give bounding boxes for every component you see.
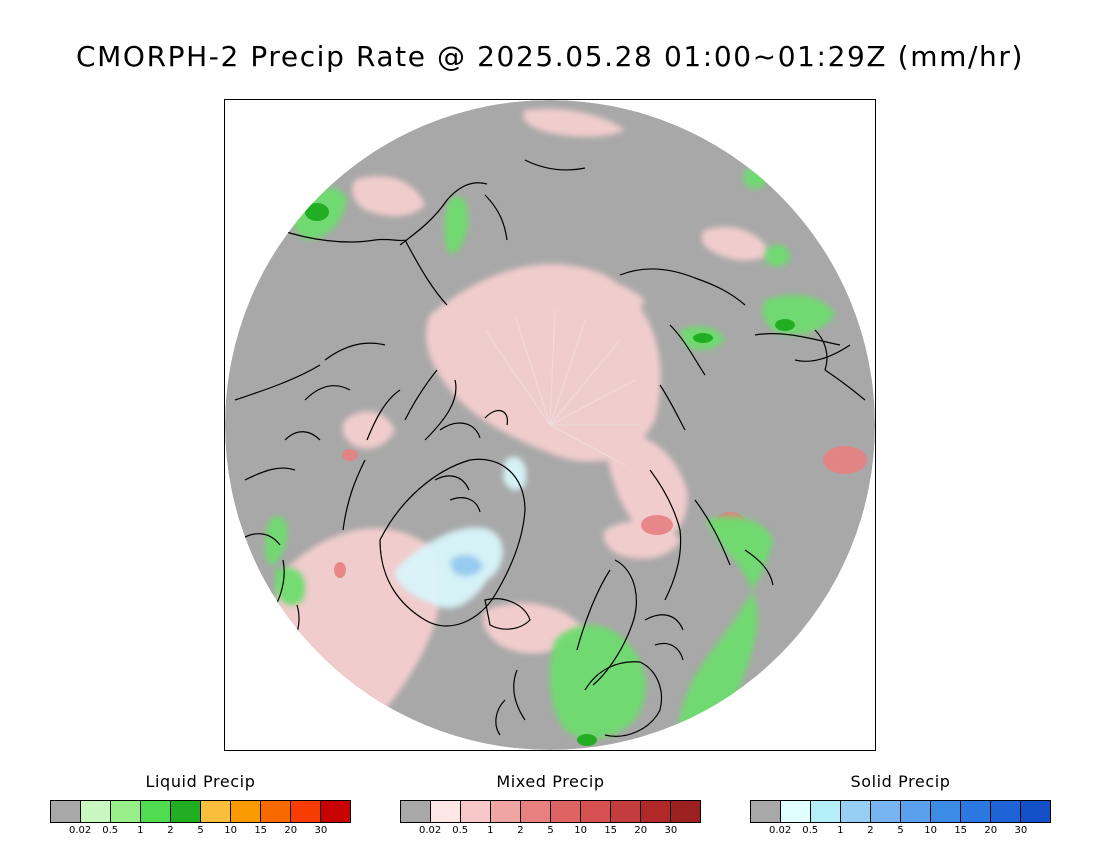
- legend-swatches: [750, 800, 1051, 823]
- legend-swatch: [811, 801, 841, 822]
- legend-tick-label: 1: [137, 825, 144, 836]
- legend-tick-label: 0.02: [68, 825, 92, 836]
- legend-tick-label: 2: [867, 825, 874, 836]
- legend-tick-label: 10: [574, 825, 587, 836]
- legend-swatch: [841, 801, 871, 822]
- legend-swatch: [671, 801, 700, 822]
- polar-precip-map: [225, 100, 875, 750]
- legend-swatch: [51, 801, 81, 822]
- legend-liquid-precip: Liquid Precip 0.02 0.5 1 2 5 10 15 20 30: [50, 772, 351, 839]
- legend-swatch: [201, 801, 231, 822]
- polar-map-frame: [224, 99, 876, 751]
- legend-swatch: [751, 801, 781, 822]
- legend-swatch: [781, 801, 811, 822]
- legend-tick-label: 20: [284, 825, 298, 836]
- legend-tick-label: 10: [224, 825, 237, 836]
- legend-tick-label: 15: [254, 825, 268, 836]
- legend-tick-label: 20: [984, 825, 998, 836]
- legend-ticks: 0.02 0.5 1 2 5 10 15 20 30: [400, 825, 701, 839]
- legend-swatches: [400, 800, 701, 823]
- legend-tick-label: 0.5: [802, 825, 819, 836]
- legend-swatch: [231, 801, 261, 822]
- legend-swatch: [81, 801, 111, 822]
- legend-title: Solid Precip: [850, 772, 951, 791]
- legend-tick-label: 1: [837, 825, 844, 836]
- legend-swatch: [581, 801, 611, 822]
- legend-tick-label: 20: [634, 825, 648, 836]
- map-title: CMORPH-2 Precip Rate @ 2025.05.28 01:00~…: [76, 40, 1024, 73]
- legend-swatch: [291, 801, 321, 822]
- legend-tick-label: 5: [897, 825, 904, 836]
- legend-swatch: [1021, 801, 1050, 822]
- legend-swatch: [901, 801, 931, 822]
- legend-swatch: [611, 801, 641, 822]
- legend-title: Liquid Precip: [145, 772, 256, 791]
- legend-swatches: [50, 800, 351, 823]
- legend-tick-label: 5: [197, 825, 204, 836]
- legend-ticks: 0.02 0.5 1 2 5 10 15 20 30: [50, 825, 351, 839]
- legend-tick-label: 15: [604, 825, 618, 836]
- legend-tick-label: 2: [517, 825, 524, 836]
- legend-tick-label: 0.5: [452, 825, 469, 836]
- legend-swatch: [641, 801, 671, 822]
- legend-tick-label: 2: [167, 825, 174, 836]
- legend-swatch: [931, 801, 961, 822]
- legend-ticks: 0.02 0.5 1 2 5 10 15 20 30: [750, 825, 1051, 839]
- legend-swatch: [261, 801, 291, 822]
- legend-tick-label: 30: [314, 825, 328, 836]
- legend-swatch: [171, 801, 201, 822]
- legend-tick-label: 0.5: [102, 825, 119, 836]
- legend-tick-label: 1: [487, 825, 494, 836]
- legend-swatch: [321, 801, 350, 822]
- legend-swatch: [521, 801, 551, 822]
- legend-swatch: [461, 801, 491, 822]
- legend-tick-label: 0.02: [768, 825, 792, 836]
- legend-swatch: [111, 801, 141, 822]
- legend-swatch: [961, 801, 991, 822]
- solid-precip-areas: [395, 456, 527, 609]
- legend-swatch: [871, 801, 901, 822]
- legend-swatch: [491, 801, 521, 822]
- legend-title: Mixed Precip: [496, 772, 605, 791]
- legend-mixed-precip: Mixed Precip 0.02 0.5 1 2 5 10 15 20 30: [400, 772, 701, 839]
- legend-tick-label: 5: [547, 825, 554, 836]
- legend-swatch: [431, 801, 461, 822]
- legend-solid-precip: Solid Precip 0.02 0.5 1 2 5 10 15 20 30: [750, 772, 1051, 839]
- legend-swatch: [551, 801, 581, 822]
- legend-swatch: [401, 801, 431, 822]
- coastlines: [234, 159, 866, 737]
- polar-streaks: [484, 309, 640, 466]
- legend-swatch: [141, 801, 171, 822]
- legend-tick-label: 10: [924, 825, 937, 836]
- legend-tick-label: 30: [664, 825, 678, 836]
- legend-tick-label: 15: [954, 825, 968, 836]
- legend-tick-label: 0.02: [418, 825, 442, 836]
- legend-tick-label: 30: [1014, 825, 1028, 836]
- mixed-precip-areas: [273, 108, 770, 728]
- legend-swatch: [991, 801, 1021, 822]
- heavier-liquid-precip: [305, 203, 795, 746]
